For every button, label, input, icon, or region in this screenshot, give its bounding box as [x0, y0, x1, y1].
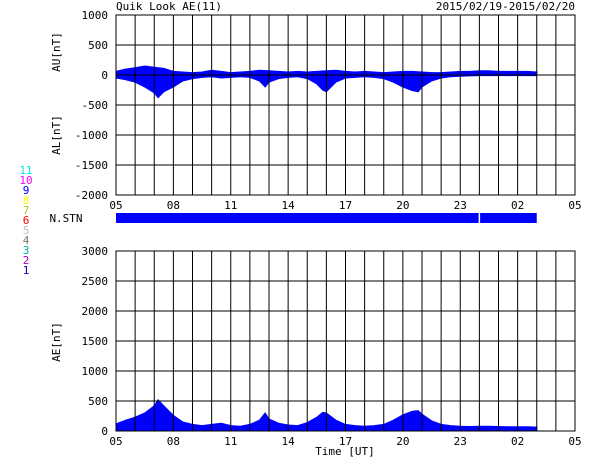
ae-xtick-label: 11	[224, 435, 237, 448]
ae-axis-label: AE[nT]	[50, 322, 63, 362]
ae-xtick-label: 23	[454, 435, 467, 448]
station-legend-number: 11	[19, 164, 32, 177]
au-axis-label: AU[nT]	[50, 32, 63, 72]
au-al-xtick-label: 23	[454, 199, 467, 212]
station-legend-number: 1	[23, 264, 30, 277]
au-al-ytick-label: -2000	[75, 189, 108, 202]
au-al-ytick-label: -1000	[75, 129, 108, 142]
station-legend-number: 9	[23, 184, 30, 197]
ae-xtick-label: 05	[568, 435, 581, 448]
ae-ytick-label: 1500	[82, 335, 109, 348]
ae-xtick-label: 05	[109, 435, 122, 448]
station-legend-number: 7	[23, 204, 30, 217]
au-al-xtick-label: 20	[396, 199, 409, 212]
au-al-xtick-label: 14	[282, 199, 296, 212]
au-al-xtick-label: 17	[339, 199, 352, 212]
station-legend-number: 2	[23, 254, 30, 267]
ae-xtick-label: 17	[339, 435, 352, 448]
au-al-ytick-label: 500	[88, 39, 108, 52]
au-al-xtick-label: 05	[568, 199, 581, 212]
x-axis-label: Time [UT]	[315, 445, 375, 458]
station-legend-number: 6	[23, 214, 30, 227]
au-al-ytick-label: 0	[101, 69, 108, 82]
au-al-ytick-label: -1500	[75, 159, 108, 172]
ae-frame	[115, 250, 576, 432]
station-legend-number: 10	[19, 174, 32, 187]
station-legend-number: 3	[23, 244, 30, 257]
au-al-xtick-label: 11	[224, 199, 237, 212]
au-al-ytick-label: -500	[82, 99, 109, 112]
station-legend-number: 4	[23, 234, 30, 247]
au-al-xtick-label: 05	[109, 199, 122, 212]
ae-ytick-label: 1000	[82, 365, 109, 378]
au-al-frame	[115, 14, 576, 196]
ae-xtick-label: 20	[396, 435, 409, 448]
station-count-bar	[116, 213, 537, 223]
au-al-xtick-label: 08	[167, 199, 180, 212]
date-range: 2015/02/19-2015/02/20	[436, 0, 575, 13]
ae-ytick-label: 500	[88, 395, 108, 408]
au-series-area	[115, 65, 538, 76]
ae-ytick-label: 3000	[82, 245, 109, 258]
ae-ytick-label: 0	[101, 425, 108, 438]
ae-xtick-label: 02	[511, 435, 524, 448]
ae-ytick-label: 2000	[82, 305, 109, 318]
au-al-ytick-label: 1000	[82, 9, 109, 22]
ae-xtick-label: 14	[282, 435, 296, 448]
station-legend-number: 5	[23, 224, 30, 237]
plot-title: Quik Look AE(11)	[116, 0, 222, 13]
ae-ytick-label: 2500	[82, 275, 109, 288]
ae-xtick-label: 08	[167, 435, 180, 448]
al-axis-label: AL[nT]	[50, 115, 63, 155]
station-count-fill	[116, 213, 537, 223]
station-legend-number: 8	[23, 194, 30, 207]
au-al-xtick-label: 02	[511, 199, 524, 212]
station-count-label: N.STN	[49, 212, 82, 225]
